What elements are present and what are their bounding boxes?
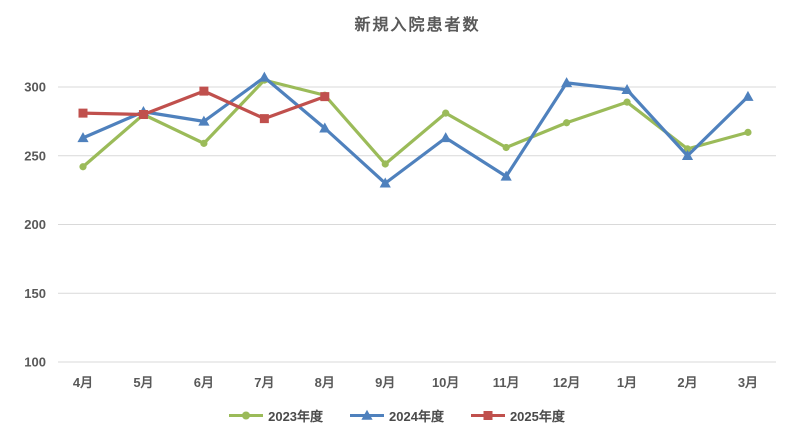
x-tick-label: 1月 [617,375,637,390]
y-tick-label: 250 [24,148,46,163]
series-2023-circle-marker [200,139,208,147]
series-2023-circle-marker [442,109,450,117]
series-2025-square-marker [259,114,269,124]
x-tick-label: 2月 [677,375,697,390]
series-2024-triangle-marker [681,149,694,160]
x-tick-label: 10月 [432,375,459,390]
x-tick-label: 4月 [73,375,93,390]
y-tick-label: 100 [24,355,46,370]
legend-item-2025: 2025年度 [470,406,565,425]
x-tick-label: 11月 [493,375,520,390]
series-2025-square-marker [138,110,148,119]
series-2024-triangle-marker [621,83,633,94]
legend-circle-marker-icon [229,411,264,420]
chart-legend: 2023年度 2024年度 2025年度 [0,406,793,425]
series-2024-triangle-marker [258,71,270,82]
legend-label-2024: 2024年度 [389,409,444,424]
legend-triangle-marker-icon [350,409,385,420]
legend-label-2023: 2023年度 [268,409,324,424]
y-tick-label: 150 [24,286,46,301]
x-tick-label: 7月 [254,375,274,390]
x-tick-label: 9月 [375,375,395,390]
series-2024-triangle-marker [77,132,89,143]
legend-item-2023: 2023年度 [228,406,323,425]
series-2023-circle-marker [683,145,692,153]
series-2023-line [81,78,749,168]
series-2025-square-marker [320,92,330,102]
chart-title: 新規入院患者数 [354,17,481,34]
series-2024-triangle-marker [440,132,452,143]
legend-item-2024: 2024年度 [349,406,444,425]
series-2023-circle-marker [502,143,510,152]
series-2023-circle-marker [623,98,631,106]
series-2024-triangle-marker [742,90,754,101]
series-2025-square-marker [78,108,88,118]
series-2024-triangle-marker [561,77,573,88]
x-tick-label: 8月 [315,375,335,390]
line-chart-plot: 100 150 200 250 300 4月 5月 6月 7月 8月 9月 10月 11月 12月 1月 2月… [24,71,776,390]
series-2023-circle-marker [381,160,389,168]
series-2025-square-marker [199,86,209,96]
legend-square-marker-icon [470,411,505,420]
series-2024-triangle-marker [198,115,210,126]
y-tick-label: 300 [24,80,46,95]
series-2023-circle-marker [563,119,571,127]
series-2023-circle-marker [744,128,752,136]
x-tick-label: 5月 [133,375,153,390]
series-2023-circle-marker [79,163,87,171]
series-2024-triangle-marker [379,177,391,188]
legend-label-2025: 2025年度 [509,409,565,424]
y-tick-label: 200 [24,217,46,232]
series-2024-line [82,75,750,185]
series-2024-triangle-marker [319,122,331,133]
series-2024-triangle-marker [500,170,512,181]
x-tick-label: 12月 [553,375,580,390]
x-tick-label: 3月 [738,375,758,390]
x-tick-label: 6月 [194,375,214,390]
